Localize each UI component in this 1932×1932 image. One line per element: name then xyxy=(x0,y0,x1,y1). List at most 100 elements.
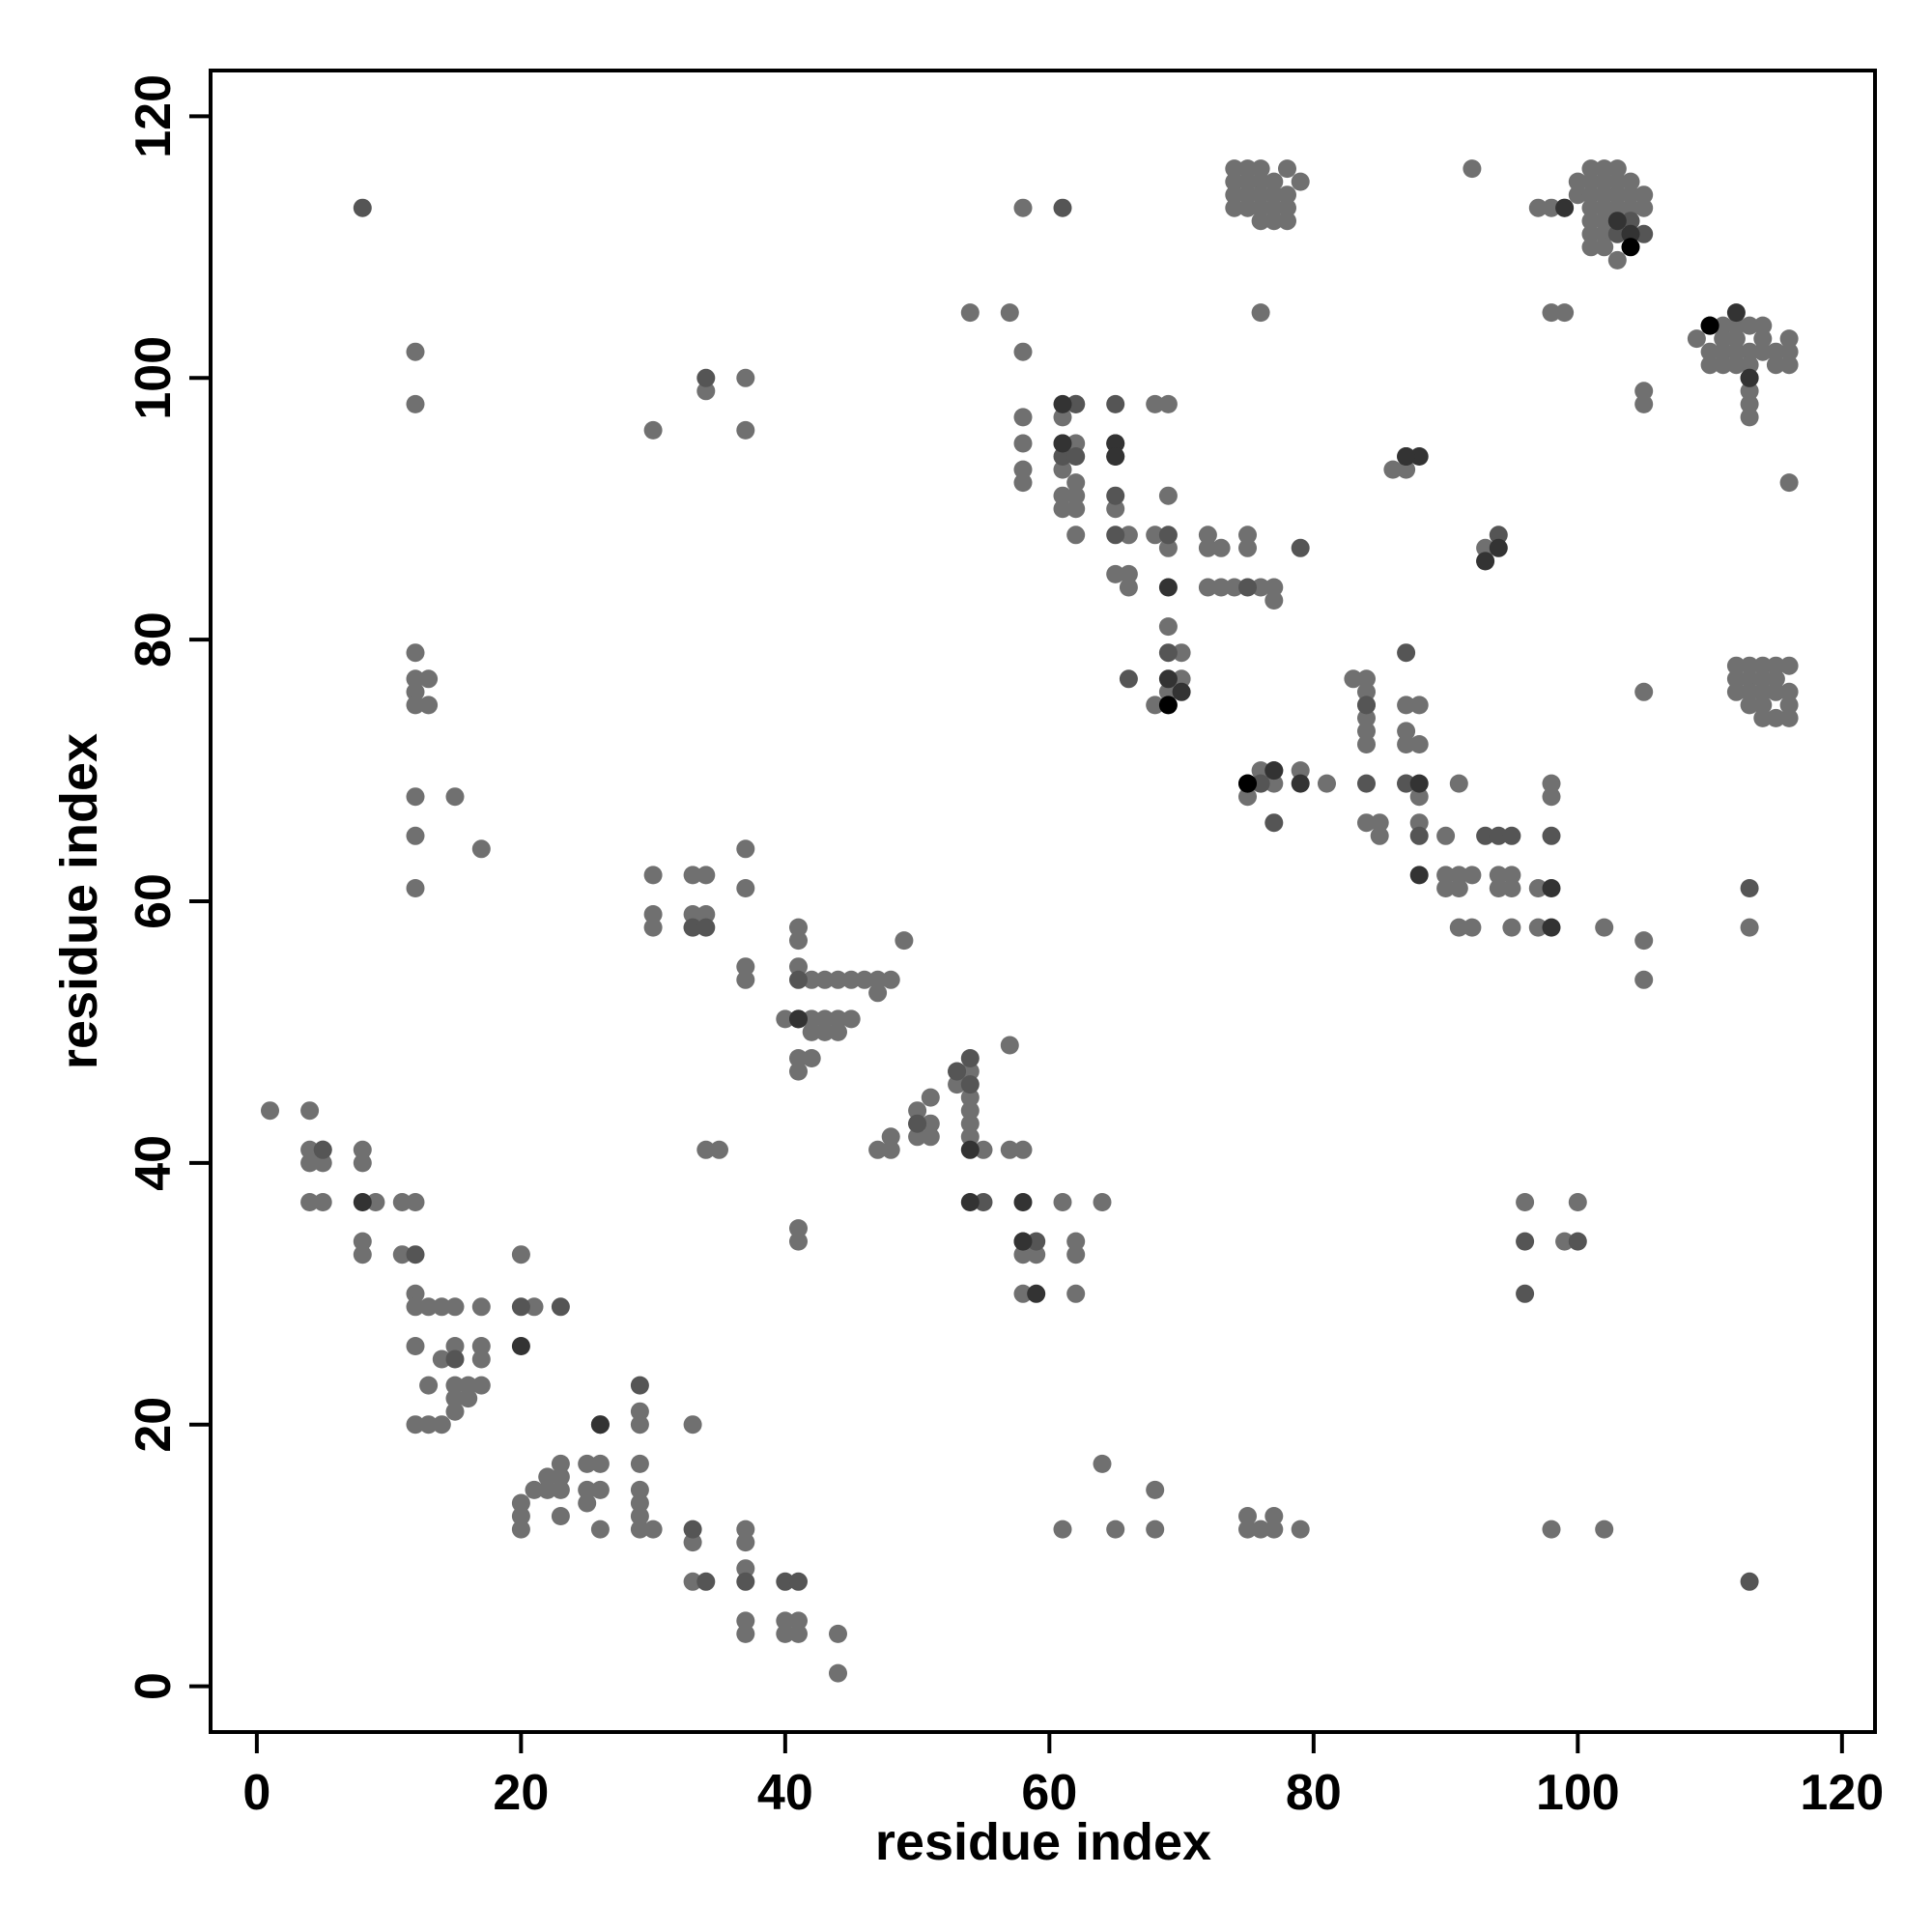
data-point xyxy=(1700,342,1719,361)
data-point xyxy=(1542,303,1561,323)
data-point xyxy=(868,983,888,1003)
data-point xyxy=(1318,774,1336,793)
data-point xyxy=(881,1140,900,1159)
data-point xyxy=(1779,329,1799,349)
data-point xyxy=(1607,185,1627,205)
data-point xyxy=(1726,656,1746,675)
data-point xyxy=(1621,172,1640,191)
data-point xyxy=(1264,774,1284,793)
data-point xyxy=(1053,198,1072,217)
data-point xyxy=(471,1337,491,1355)
x-tick-label: 0 xyxy=(242,1765,270,1821)
data-point xyxy=(960,1127,980,1147)
data-point xyxy=(1634,394,1654,413)
data-point xyxy=(551,1480,570,1499)
data-point xyxy=(1766,656,1785,675)
x-tick-label: 60 xyxy=(1021,1765,1077,1821)
data-point xyxy=(406,342,425,361)
data-point xyxy=(643,905,663,923)
data-point xyxy=(1581,238,1601,257)
data-point xyxy=(829,1663,847,1683)
data-point xyxy=(406,1297,425,1317)
x-axis: 0 20 40 60 80 100 120 xyxy=(242,1732,1884,1821)
data-point xyxy=(1106,434,1125,453)
data-point xyxy=(1106,486,1125,505)
data-point xyxy=(789,970,808,989)
data-point xyxy=(1225,578,1244,597)
data-point xyxy=(1198,538,1217,557)
data-point xyxy=(1278,185,1296,205)
data-point xyxy=(1146,394,1165,413)
data-point xyxy=(406,669,425,689)
data-point xyxy=(1740,368,1759,387)
y-tick-label: 40 xyxy=(126,1135,182,1191)
data-point xyxy=(1714,342,1733,361)
data-point xyxy=(683,1520,702,1539)
data-point xyxy=(432,1297,451,1317)
data-point xyxy=(1595,212,1614,231)
data-point xyxy=(1568,1193,1587,1211)
data-point xyxy=(1106,564,1125,583)
data-point xyxy=(1264,1520,1284,1539)
data-point xyxy=(511,1493,530,1513)
data-point xyxy=(432,1415,451,1435)
data-point xyxy=(960,1075,980,1094)
data-point xyxy=(353,1232,372,1251)
data-point xyxy=(802,1022,821,1041)
data-point xyxy=(1779,696,1799,715)
data-point xyxy=(1013,1284,1033,1303)
data-point xyxy=(1489,538,1508,557)
data-point xyxy=(1053,447,1072,466)
data-point xyxy=(1251,578,1270,597)
data-point xyxy=(1516,1193,1535,1211)
data-point xyxy=(261,1101,279,1121)
data-point xyxy=(1449,866,1468,885)
data-point xyxy=(392,1245,412,1264)
data-point xyxy=(908,1101,927,1121)
y-tick-label: 100 xyxy=(126,336,182,420)
data-point xyxy=(471,839,491,859)
data-point xyxy=(432,1350,451,1369)
data-point xyxy=(1409,813,1429,833)
data-point xyxy=(1621,238,1640,257)
data-point xyxy=(1542,787,1561,807)
data-point xyxy=(471,1297,491,1317)
data-point xyxy=(1093,1454,1112,1473)
data-point xyxy=(1106,447,1125,466)
data-point xyxy=(511,1297,530,1317)
data-point xyxy=(1264,813,1284,833)
data-point xyxy=(1516,1232,1535,1251)
data-point xyxy=(1291,774,1310,793)
data-point xyxy=(815,970,835,989)
data-point xyxy=(736,368,755,387)
data-point xyxy=(1502,918,1521,937)
data-point xyxy=(683,866,702,885)
data-point xyxy=(855,970,874,989)
data-point xyxy=(643,918,663,937)
data-point xyxy=(590,1454,610,1473)
data-point xyxy=(1449,879,1468,897)
data-point xyxy=(1489,826,1508,845)
data-point xyxy=(1700,316,1719,335)
data-point xyxy=(1555,1232,1575,1251)
data-point xyxy=(353,1193,372,1211)
data-point xyxy=(1740,682,1759,701)
data-point xyxy=(1397,735,1416,753)
data-point xyxy=(630,1402,649,1421)
data-point xyxy=(445,1350,465,1369)
data-point xyxy=(736,957,755,977)
data-point xyxy=(630,1507,649,1525)
data-point xyxy=(1595,198,1614,217)
data-point xyxy=(1463,866,1482,885)
data-point xyxy=(1357,722,1376,741)
data-point xyxy=(1634,224,1654,243)
data-point xyxy=(1172,682,1191,701)
data-point xyxy=(881,1127,900,1147)
data-point xyxy=(511,1507,530,1525)
data-point xyxy=(1779,682,1799,701)
data-point xyxy=(1542,774,1561,793)
data-point xyxy=(1053,394,1072,413)
data-point xyxy=(1607,198,1627,217)
data-point xyxy=(974,1140,993,1159)
data-point xyxy=(1634,382,1654,401)
